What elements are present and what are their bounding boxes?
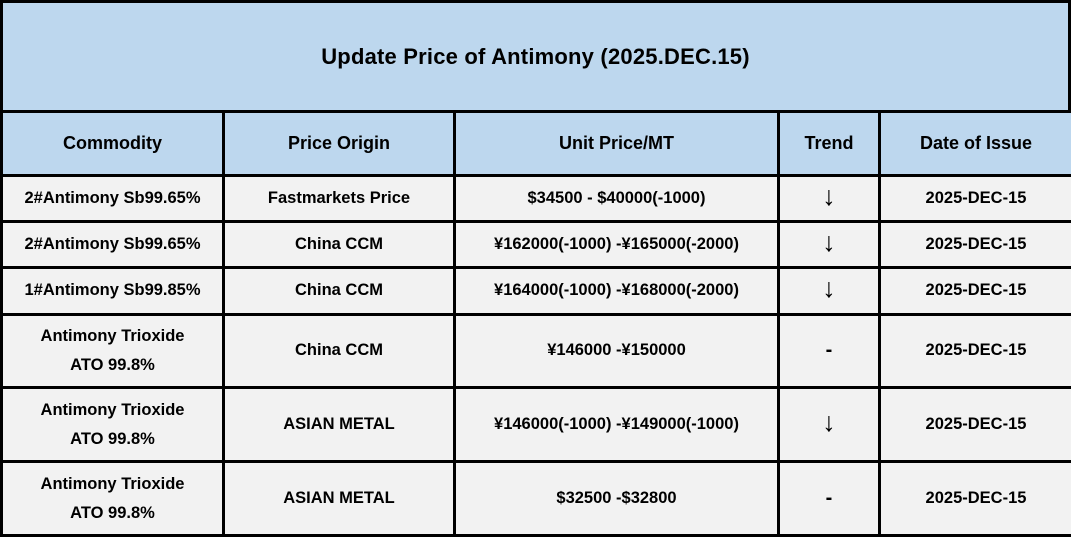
commodity-cell: 2#Antimony Sb99.65% — [0, 173, 225, 224]
commodity-cell: Antimony Trioxide ATO 99.8% — [0, 386, 225, 464]
trend-down-arrow-icon: ↓ — [777, 220, 881, 270]
price-origin-cell: China CCM — [222, 266, 456, 316]
commodity-cell: Antimony Trioxide ATO 99.8% — [0, 312, 225, 390]
unit-price-cell: ¥146000 -¥150000 — [453, 312, 780, 390]
page-title: Update Price of Antimony (2025.DEC.15) — [321, 43, 750, 69]
table-row: Antimony Trioxide ATO 99.8% ASIAN METAL … — [0, 460, 1071, 537]
column-header-commodity: Commodity — [0, 110, 225, 177]
price-origin-cell: Fastmarkets Price — [222, 173, 456, 224]
trend-no-change-dash: - — [777, 460, 881, 537]
table-row: Antimony Trioxide ATO 99.8% China CCM ¥1… — [0, 312, 1071, 390]
unit-price-cell: $32500 -$32800 — [453, 460, 780, 537]
unit-price-cell: ¥162000(-1000) -¥165000(-2000) — [453, 220, 780, 270]
trend-down-arrow-icon: ↓ — [777, 173, 881, 224]
trend-down-arrow-icon: ↓ — [777, 386, 881, 464]
table-row: 2#Antimony Sb99.65% Fastmarkets Price $3… — [0, 173, 1071, 224]
price-origin-cell: China CCM — [222, 220, 456, 270]
column-header-date-of-issue: Date of Issue — [878, 110, 1071, 177]
unit-price-cell: ¥146000(-1000) -¥149000(-1000) — [453, 386, 780, 464]
price-table: Commodity Price Origin Unit Price/MT Tre… — [0, 110, 1071, 537]
unit-price-cell: ¥164000(-1000) -¥168000(-2000) — [453, 266, 780, 316]
date-of-issue-cell: 2025-DEC-15 — [878, 460, 1071, 537]
commodity-cell: 2#Antimony Sb99.65% — [0, 220, 225, 270]
date-of-issue-cell: 2025-DEC-15 — [878, 173, 1071, 224]
date-of-issue-cell: 2025-DEC-15 — [878, 220, 1071, 270]
price-origin-cell: ASIAN METAL — [222, 460, 456, 537]
title-block: Update Price of Antimony (2025.DEC.15) — [0, 0, 1071, 110]
price-origin-cell: China CCM — [222, 312, 456, 390]
column-header-unit-price: Unit Price/MT — [453, 110, 780, 177]
column-header-trend: Trend — [777, 110, 881, 177]
commodity-cell: 1#Antimony Sb99.85% — [0, 266, 225, 316]
trend-down-arrow-icon: ↓ — [777, 266, 881, 316]
price-origin-cell: ASIAN METAL — [222, 386, 456, 464]
trend-no-change-dash: - — [777, 312, 881, 390]
column-header-price-origin: Price Origin — [222, 110, 456, 177]
table-row: 1#Antimony Sb99.85% China CCM ¥164000(-1… — [0, 266, 1071, 316]
date-of-issue-cell: 2025-DEC-15 — [878, 386, 1071, 464]
table-row: Antimony Trioxide ATO 99.8% ASIAN METAL … — [0, 386, 1071, 464]
header-row: Commodity Price Origin Unit Price/MT Tre… — [0, 110, 1071, 177]
date-of-issue-cell: 2025-DEC-15 — [878, 312, 1071, 390]
table-row: 2#Antimony Sb99.65% China CCM ¥162000(-1… — [0, 220, 1071, 270]
unit-price-cell: $34500 - $40000(-1000) — [453, 173, 780, 224]
commodity-cell: Antimony Trioxide ATO 99.8% — [0, 460, 225, 537]
date-of-issue-cell: 2025-DEC-15 — [878, 266, 1071, 316]
